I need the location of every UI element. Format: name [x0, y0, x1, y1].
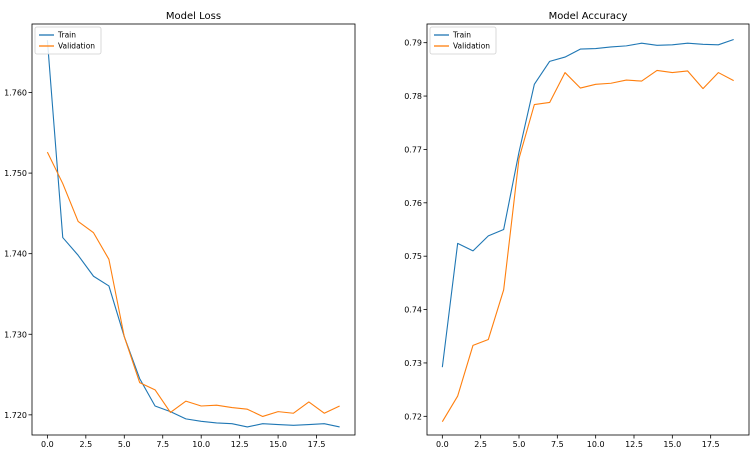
loss-series-train-line: [46, 40, 340, 428]
loss-y-tick-label: 1.720: [4, 411, 27, 420]
accuracy-x-tick-label: 0.0: [436, 440, 449, 449]
accuracy-y-tick-label: 0.75: [404, 252, 422, 261]
accuracy-x-tick-label: 17.5: [702, 440, 720, 449]
accuracy-legend-label-validation: Validation: [453, 42, 490, 51]
loss-legend-label-validation: Validation: [58, 42, 95, 51]
accuracy-legend-label-train: Train: [452, 31, 471, 40]
accuracy-y-tick-label: 0.72: [404, 412, 422, 421]
loss-x-tick-label: 2.5: [79, 440, 92, 449]
accuracy-x-tick-label: 7.5: [551, 440, 564, 449]
loss-legend: Train Validation: [34, 26, 102, 55]
accuracy-x-tick-label: 2.5: [474, 440, 487, 449]
loss-x-tick-label: 0.0: [41, 440, 54, 449]
loss-axes-frame: [31, 23, 356, 436]
accuracy-series-train-line: [441, 38, 734, 368]
accuracy-x-tick-label: 12.5: [625, 440, 643, 449]
loss-x-tick-label: 12.5: [231, 440, 249, 449]
accuracy-y-tick-label: 0.76: [404, 199, 422, 208]
accuracy-y-tick-label: 0.77: [404, 145, 422, 154]
loss-legend-label-train: Train: [57, 31, 76, 40]
accuracy-legend: Train Validation: [429, 26, 497, 55]
loss-y-tick-label: 1.760: [4, 89, 27, 98]
accuracy-y-tick-label: 0.73: [404, 359, 422, 368]
accuracy-series-validation-line: [441, 69, 734, 422]
loss-legend-box: [34, 26, 102, 55]
accuracy-y-tick-label: 0.78: [404, 92, 422, 101]
loss-x-tick-label: 17.5: [308, 440, 326, 449]
loss-x-tick-label: 5.0: [118, 440, 131, 449]
accuracy-x-tick-label: 15.0: [663, 440, 681, 449]
loss-series-validation-line: [46, 151, 340, 418]
loss-x-tick-label: 15.0: [269, 440, 287, 449]
loss-y-tick-label: 1.730: [4, 330, 27, 339]
loss-y-tick-label: 1.750: [4, 169, 27, 178]
accuracy-title: Model Accuracy: [549, 11, 628, 22]
loss-x-tick-label: 10.0: [192, 440, 210, 449]
loss-x-tick-label: 7.5: [156, 440, 169, 449]
accuracy-legend-box: [429, 26, 497, 55]
loss-y-tick-label: 1.740: [4, 250, 27, 259]
accuracy-x-tick-label: 10.0: [587, 440, 605, 449]
accuracy-y-tick-label: 0.79: [404, 39, 422, 48]
loss-chart: Model Loss 0.0 2.5 5.0 7.5 10.0 12.5 15.0 17.5 1.…: [4, 11, 356, 449]
accuracy-chart: Model Accuracy 0.0 2.5 5.0 7.5 10.0 12.5 15.0 17…: [404, 11, 750, 449]
loss-title: Model Loss: [166, 11, 221, 22]
accuracy-x-tick-label: 5.0: [513, 440, 526, 449]
accuracy-y-tick-label: 0.74: [404, 306, 422, 315]
accuracy-axes-frame: [426, 23, 750, 436]
